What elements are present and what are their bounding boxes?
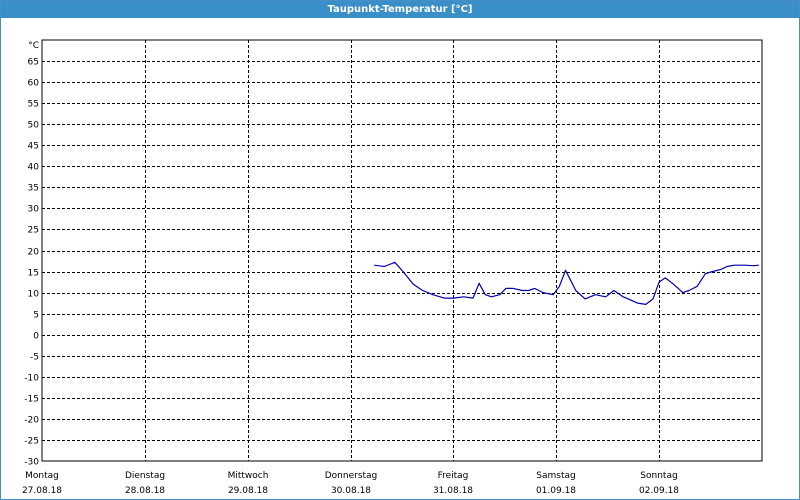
x-tick-day-label: Freitag [438, 471, 469, 481]
y-tick-label: 10 [28, 290, 40, 300]
plot-frame [41, 39, 763, 462]
y-tick-label: -5 [30, 353, 39, 363]
x-tick-date-label: 27.08.18 [22, 486, 62, 496]
y-tick-label: 0 [33, 332, 39, 342]
y-tick-label: 30 [28, 205, 40, 215]
x-tick-day-label: Dienstag [125, 471, 165, 481]
y-tick-label: -30 [24, 458, 39, 468]
y-tick-label: 35 [28, 184, 39, 194]
y-tick-label: 60 [28, 79, 40, 89]
chart-title: Taupunkt-Temperatur [°C] [1, 1, 799, 18]
x-tick-day-label: Donnerstag [325, 471, 378, 481]
x-tick-day-label: Montag [25, 471, 59, 481]
y-tick-label: -20 [24, 416, 39, 426]
x-tick-date-label: 30.08.18 [331, 486, 371, 496]
y-axis-unit-label: °C [28, 41, 39, 51]
y-tick-label: -15 [24, 395, 39, 405]
y-tick-label: 55 [28, 100, 39, 110]
x-tick-day-label: Mittwoch [228, 471, 269, 481]
y-tick-label: 5 [33, 311, 39, 321]
series-line [374, 261, 759, 305]
x-tick-date-label: 29.08.18 [228, 486, 268, 496]
x-tick-date-label: 01.09.18 [536, 486, 576, 496]
x-tick-day-label: Sonntag [640, 471, 677, 481]
y-tick-label: 45 [28, 142, 39, 152]
x-tick-date-label: 28.08.18 [125, 486, 165, 496]
y-tick-label: 50 [28, 121, 40, 131]
y-tick-label: -10 [24, 374, 39, 384]
y-tick-label: 65 [28, 58, 39, 68]
y-tick-label: 25 [28, 226, 39, 236]
y-tick-label: -25 [24, 437, 39, 447]
y-tick-label: 20 [28, 248, 40, 258]
y-tick-label: 15 [28, 269, 39, 279]
y-tick-label: 40 [28, 163, 40, 173]
x-tick-date-label: 31.08.18 [433, 486, 473, 496]
x-tick-day-label: Samstag [536, 471, 575, 481]
x-tick-date-label: 02.09.18 [639, 486, 679, 496]
